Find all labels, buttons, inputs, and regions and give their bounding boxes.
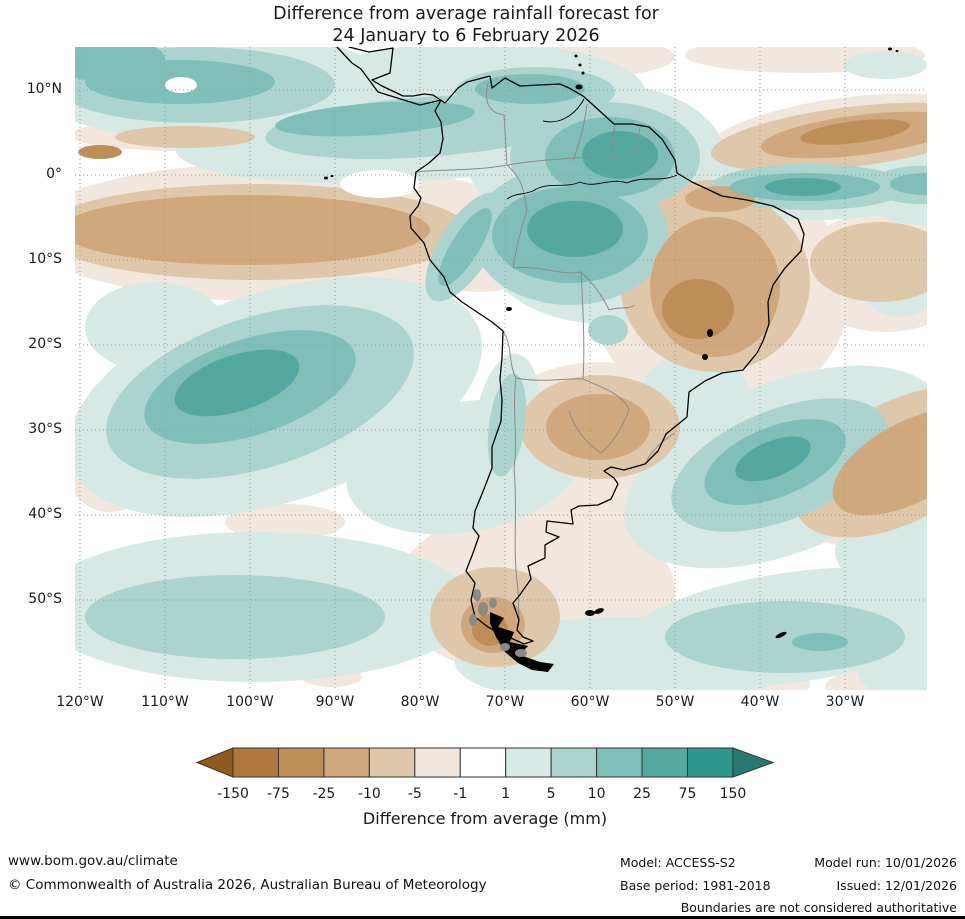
island-feature [576, 85, 583, 90]
contour-region [475, 74, 585, 104]
island-feature [585, 610, 595, 616]
legend-cell [369, 748, 414, 777]
legend-tick: -25 [302, 786, 346, 802]
figure-title: Difference from average rainfall forecas… [0, 4, 932, 47]
figure-title-line1: Difference from average rainfall forecas… [0, 4, 932, 26]
contour-region [165, 77, 197, 93]
rainfall-forecast-map-figure: Difference from average rainfall forecas… [0, 0, 965, 919]
map-area [75, 47, 927, 690]
legend-arrow-right [733, 748, 773, 777]
lat-label: 20°S [0, 336, 62, 352]
fjord-speckle [469, 614, 477, 626]
footer-right: Model: ACCESS-S2 Model run: 10/01/2026 B… [620, 852, 957, 919]
issued-label: Issued: 12/01/2026 [837, 875, 958, 898]
model-run-label: Model run: 10/01/2026 [814, 852, 957, 875]
legend-tick: -1 [438, 786, 482, 802]
fjord-speckle [473, 589, 481, 601]
fjord-speckle [478, 602, 488, 616]
copyright-text: © Commonwealth of Australia 2026, Austra… [8, 873, 487, 897]
legend-tick: -5 [393, 786, 437, 802]
lat-label: 30°S [0, 421, 62, 437]
legend-cell [415, 748, 460, 777]
lon-label: 100°W [208, 694, 292, 710]
lat-label: 10°N [0, 81, 62, 97]
lon-label: 90°W [293, 694, 377, 710]
lat-label: 0° [0, 166, 62, 182]
island-feature [331, 175, 334, 177]
contour-region [85, 575, 385, 659]
lon-label: 80°W [378, 694, 462, 710]
legend-arrow-left [197, 748, 233, 777]
lon-label: 70°W [463, 694, 547, 710]
fjord-speckle [500, 643, 510, 651]
lon-label: 110°W [123, 694, 207, 710]
legend-cell [278, 748, 323, 777]
legend-tick: -150 [211, 786, 255, 802]
legend-cell [506, 748, 551, 777]
legend-colorbar [190, 746, 790, 780]
contour-region [527, 201, 623, 257]
legend-tick: -10 [347, 786, 391, 802]
island-feature [575, 55, 578, 58]
legend-caption: Difference from average (mm) [185, 809, 785, 828]
lon-label: 30°W [803, 694, 887, 710]
map-svg [75, 47, 927, 690]
island-feature [506, 307, 512, 311]
contour-region [75, 195, 430, 265]
island-feature [582, 72, 585, 75]
island-feature [324, 177, 328, 180]
contour-region [588, 315, 628, 345]
lon-label: 60°W [548, 694, 632, 710]
model-label: Model: ACCESS-S2 [620, 852, 736, 875]
base-period-label: Base period: 1981-2018 [620, 875, 771, 898]
legend-cell [551, 748, 596, 777]
legend-tick: -75 [256, 786, 300, 802]
footer-left: www.bom.gov.au/climate © Commonwealth of… [8, 849, 487, 897]
legend-tick: 10 [575, 786, 619, 802]
legend-tick: 5 [529, 786, 573, 802]
island-feature [888, 48, 892, 51]
contour-region [582, 131, 658, 179]
legend-tick: 75 [666, 786, 710, 802]
island-feature [707, 329, 713, 337]
lat-label: 10°S [0, 251, 62, 267]
legend-cell [460, 748, 505, 777]
fjord-speckle [489, 598, 497, 608]
lon-label: 40°W [718, 694, 802, 710]
bom-climate-link[interactable]: www.bom.gov.au/climate [8, 853, 178, 869]
lat-label: 40°S [0, 506, 62, 522]
legend-cell [642, 748, 687, 777]
legend-tick: 25 [620, 786, 664, 802]
lon-label: 50°W [633, 694, 717, 710]
island-feature [579, 64, 582, 67]
contour-region [765, 178, 841, 196]
contour-region [662, 279, 734, 339]
legend-cell [324, 748, 369, 777]
legend-cell [233, 748, 278, 777]
island-feature [896, 50, 899, 52]
figure-title-line2: 24 January to 6 February 2026 [0, 26, 932, 48]
legend-tick: 150 [711, 786, 755, 802]
contour-region [340, 170, 420, 198]
fjord-speckle [515, 649, 527, 657]
contour-region [115, 126, 255, 148]
contour-region [843, 51, 927, 79]
legend-tick: 1 [484, 786, 528, 802]
lat-label: 50°S [0, 591, 62, 607]
island-feature [702, 354, 708, 360]
legend-cell [597, 748, 642, 777]
contour-region [792, 633, 848, 651]
lon-label: 120°W [38, 694, 122, 710]
map-layers [75, 47, 927, 690]
contour-region [665, 601, 905, 673]
legend-cell [688, 748, 733, 777]
contour-region [546, 394, 650, 460]
contour-region [78, 145, 122, 159]
